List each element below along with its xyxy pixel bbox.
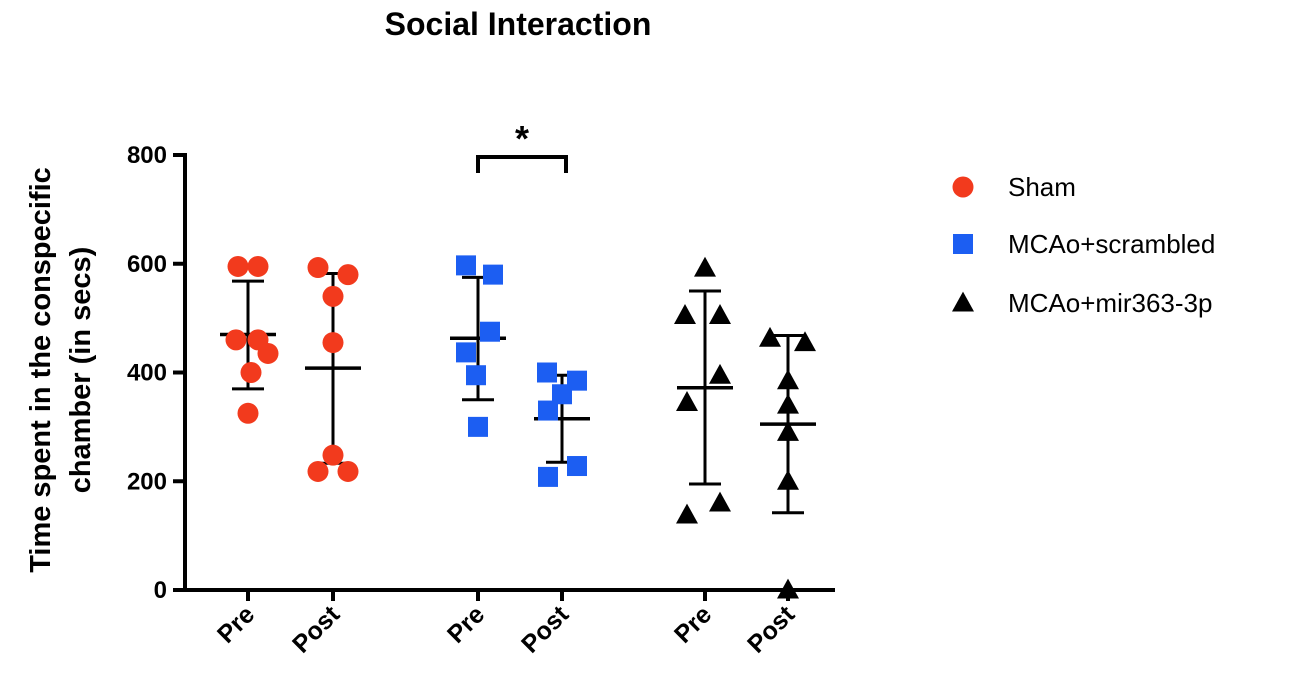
data-point (456, 342, 476, 363)
x-tick-label: Pre (442, 600, 490, 648)
data-point (468, 416, 488, 437)
data-point (676, 391, 698, 411)
data-point (307, 257, 329, 279)
x-tick-label: Pre (669, 600, 717, 648)
data-point (709, 491, 731, 512)
legend: Sham MCAo+scrambled MCAo+mir363-3p (952, 172, 1215, 318)
data-point (247, 255, 269, 277)
significance-bracket (476, 154, 568, 173)
data-point (794, 331, 816, 352)
y-tick-label: 0 (154, 577, 167, 604)
y-tick-label: 600 (127, 251, 167, 278)
data-point (237, 402, 259, 424)
chart-title: Social Interaction (385, 6, 652, 42)
x-tick-label: Pre (212, 600, 260, 648)
data-point (337, 460, 359, 482)
data-point (676, 503, 698, 524)
data-point (322, 332, 344, 354)
data-point (777, 393, 799, 414)
data-point (322, 285, 344, 307)
x-axis-ticks: Pre Post Pre Post Pre Post (212, 590, 801, 659)
legend-label: MCAo+mir363-3p (1008, 288, 1212, 318)
data-point (240, 362, 262, 383)
data-point (674, 304, 696, 324)
data-point (257, 342, 279, 364)
x-tick-label: Post (287, 600, 346, 659)
data-point (777, 578, 799, 599)
x-tick-label: Post (516, 600, 575, 659)
data-point (694, 256, 716, 277)
legend-label: Sham (1008, 172, 1076, 202)
y-axis-ticks: 0 200 400 600 800 (127, 142, 185, 604)
data-point (322, 444, 344, 466)
data-point (709, 363, 731, 384)
data-point (480, 321, 500, 342)
data-point (777, 469, 799, 490)
data-point (483, 264, 503, 285)
y-axis-label-line-1: Time spent in the conspecific (25, 167, 57, 573)
significance-star: * (515, 118, 529, 159)
data-point (777, 420, 799, 441)
data-point (307, 460, 329, 482)
data-point (538, 400, 558, 421)
legend-label: MCAo+scrambled (1008, 229, 1215, 259)
data-point (538, 466, 558, 487)
x-tick-label: Post (742, 600, 801, 659)
data-points (225, 255, 816, 599)
data-point (466, 365, 486, 386)
data-point (759, 326, 781, 347)
legend-marker (952, 291, 974, 312)
data-point (337, 264, 359, 286)
data-point (227, 255, 249, 277)
data-point (456, 255, 476, 276)
data-point (537, 362, 557, 383)
significance-annotations: * (476, 118, 568, 173)
y-axis-label-line-2: chamber (in secs) (65, 247, 97, 494)
data-point (567, 456, 587, 477)
y-tick-label: 200 (127, 468, 167, 495)
y-tick-label: 400 (127, 360, 167, 387)
y-tick-label: 800 (127, 142, 167, 169)
data-point (777, 369, 799, 390)
data-point (225, 329, 247, 351)
legend-marker (952, 176, 974, 198)
axes (183, 153, 835, 592)
data-point (552, 384, 572, 405)
legend-marker (953, 234, 973, 254)
data-point (709, 304, 731, 324)
